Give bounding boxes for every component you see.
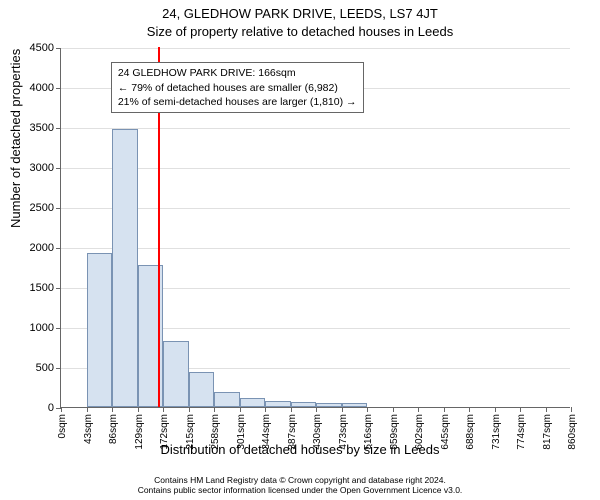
x-tick-label: 258sqm xyxy=(210,414,221,450)
x-tick-mark xyxy=(495,407,496,412)
x-tick-mark xyxy=(61,407,62,412)
y-tick-label: 2000 xyxy=(0,242,54,254)
x-tick-label: 43sqm xyxy=(83,414,94,444)
y-tick-mark xyxy=(56,168,61,169)
plot-area: 24 GLEDHOW PARK DRIVE: 166sqm← 79% of de… xyxy=(60,48,570,408)
x-tick-label: 86sqm xyxy=(108,414,119,444)
footer-attribution: Contains HM Land Registry data © Crown c… xyxy=(0,475,600,496)
x-tick-label: 301sqm xyxy=(236,414,247,450)
y-tick-mark xyxy=(56,248,61,249)
x-tick-mark xyxy=(291,407,292,412)
x-tick-mark xyxy=(418,407,419,412)
x-tick-mark xyxy=(393,407,394,412)
y-tick-label: 1000 xyxy=(0,322,54,334)
x-tick-label: 731sqm xyxy=(491,414,502,450)
x-tick-mark xyxy=(214,407,215,412)
histogram-bar xyxy=(291,402,317,407)
annotation-line-3: 21% of semi-detached houses are larger (… xyxy=(118,95,357,109)
x-tick-label: 817sqm xyxy=(542,414,553,450)
y-tick-label: 3000 xyxy=(0,162,54,174)
histogram-bar xyxy=(342,403,368,407)
y-tick-label: 1500 xyxy=(0,282,54,294)
gridline xyxy=(61,48,570,49)
x-tick-label: 387sqm xyxy=(287,414,298,450)
x-tick-mark xyxy=(189,407,190,412)
x-tick-label: 602sqm xyxy=(414,414,425,450)
chart-title-sub: Size of property relative to detached ho… xyxy=(0,24,600,39)
x-tick-mark xyxy=(138,407,139,412)
x-tick-label: 860sqm xyxy=(567,414,578,450)
x-axis-label: Distribution of detached houses by size … xyxy=(0,442,600,457)
histogram-bar xyxy=(87,253,113,407)
histogram-bar xyxy=(240,398,266,407)
x-tick-label: 344sqm xyxy=(261,414,272,450)
y-tick-label: 500 xyxy=(0,362,54,374)
y-tick-mark xyxy=(56,128,61,129)
histogram-bar xyxy=(189,372,215,407)
x-tick-mark xyxy=(112,407,113,412)
y-tick-label: 4500 xyxy=(0,42,54,54)
x-tick-label: 559sqm xyxy=(389,414,400,450)
y-tick-label: 3500 xyxy=(0,122,54,134)
x-tick-label: 172sqm xyxy=(159,414,170,450)
x-tick-label: 774sqm xyxy=(516,414,527,450)
x-tick-label: 129sqm xyxy=(134,414,145,450)
x-tick-label: 215sqm xyxy=(185,414,196,450)
histogram-bar xyxy=(112,129,138,407)
y-tick-mark xyxy=(56,208,61,209)
annotation-line-1: 24 GLEDHOW PARK DRIVE: 166sqm xyxy=(118,66,357,80)
footer-line-1: Contains HM Land Registry data © Crown c… xyxy=(0,475,600,486)
annotation-line-2: ← 79% of detached houses are smaller (6,… xyxy=(118,81,357,95)
y-tick-mark xyxy=(56,288,61,289)
chart-title-main: 24, GLEDHOW PARK DRIVE, LEEDS, LS7 4JT xyxy=(0,6,600,21)
x-tick-mark xyxy=(444,407,445,412)
chart-container: 24, GLEDHOW PARK DRIVE, LEEDS, LS7 4JT S… xyxy=(0,0,600,500)
x-tick-label: 0sqm xyxy=(57,414,68,438)
x-tick-mark xyxy=(367,407,368,412)
y-tick-label: 4000 xyxy=(0,82,54,94)
x-tick-label: 430sqm xyxy=(312,414,323,450)
y-tick-mark xyxy=(56,48,61,49)
x-tick-mark xyxy=(163,407,164,412)
histogram-bar xyxy=(265,401,291,407)
x-tick-mark xyxy=(265,407,266,412)
y-tick-mark xyxy=(56,368,61,369)
annotation-box: 24 GLEDHOW PARK DRIVE: 166sqm← 79% of de… xyxy=(111,62,364,113)
histogram-bar xyxy=(163,341,189,407)
y-tick-mark xyxy=(56,88,61,89)
histogram-bar xyxy=(214,392,240,407)
x-tick-label: 645sqm xyxy=(440,414,451,450)
x-tick-mark xyxy=(87,407,88,412)
x-tick-mark xyxy=(342,407,343,412)
x-tick-label: 688sqm xyxy=(465,414,476,450)
y-tick-mark xyxy=(56,328,61,329)
histogram-bar xyxy=(316,403,342,407)
x-tick-mark xyxy=(240,407,241,412)
x-tick-label: 516sqm xyxy=(363,414,374,450)
x-tick-label: 473sqm xyxy=(338,414,349,450)
x-tick-mark xyxy=(469,407,470,412)
footer-line-2: Contains public sector information licen… xyxy=(0,485,600,496)
y-tick-label: 2500 xyxy=(0,202,54,214)
x-tick-mark xyxy=(520,407,521,412)
y-tick-label: 0 xyxy=(0,402,54,414)
x-tick-mark xyxy=(571,407,572,412)
x-tick-mark xyxy=(316,407,317,412)
x-tick-mark xyxy=(546,407,547,412)
